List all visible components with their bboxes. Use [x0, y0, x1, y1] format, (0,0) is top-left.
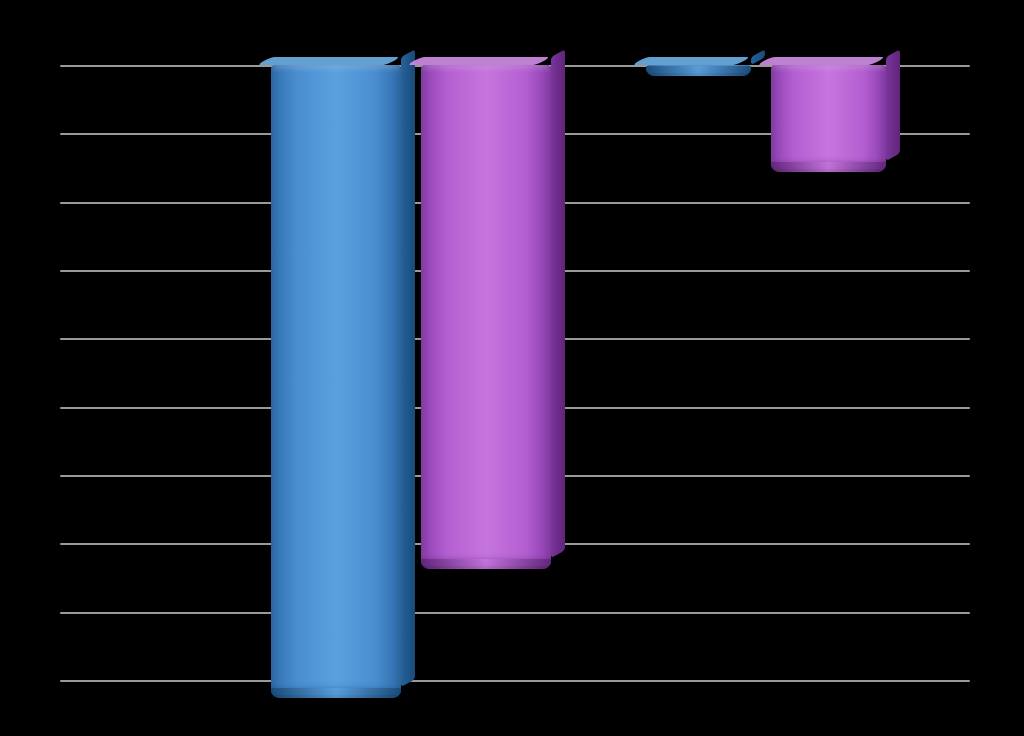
gridline [60, 612, 970, 614]
gridline [60, 680, 970, 682]
bar-3 [771, 65, 886, 169]
bar-2 [646, 65, 751, 73]
bar-0 [271, 65, 401, 695]
bar-1 [421, 65, 551, 566]
